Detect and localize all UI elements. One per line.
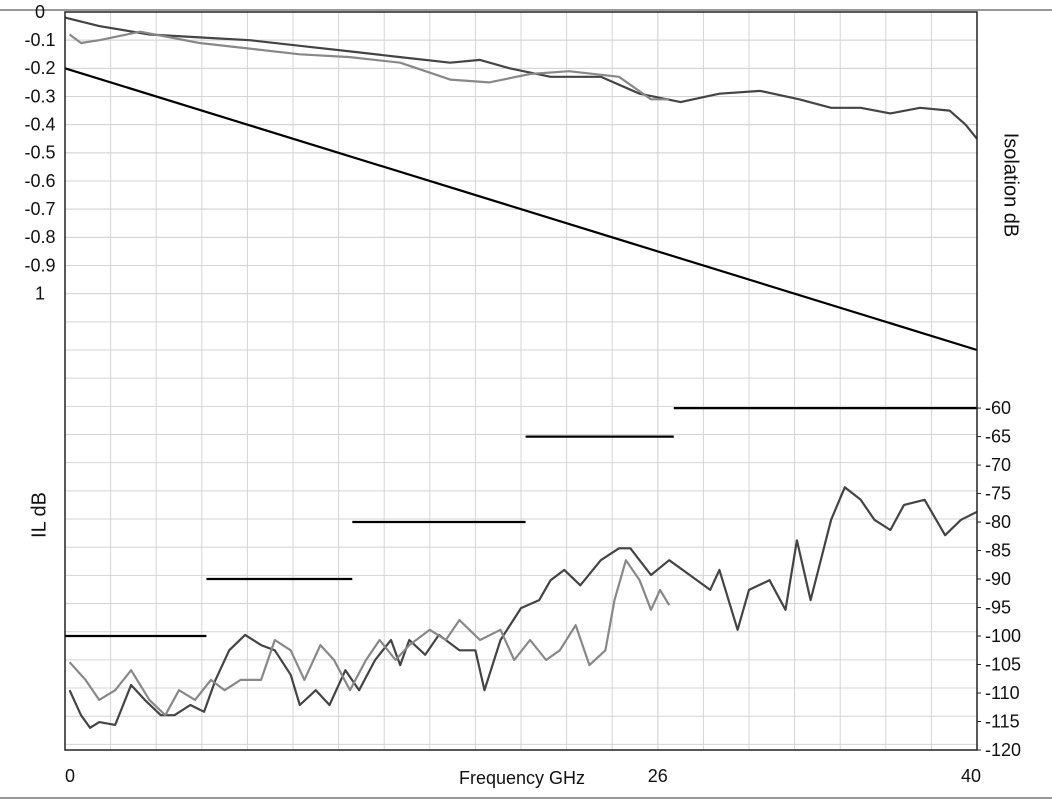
y-tick-label: -0.2 xyxy=(24,58,55,78)
x-tick-label: 26 xyxy=(648,766,668,786)
y2-tick-label: -60 xyxy=(985,398,1011,418)
y-tick-label: -0.1 xyxy=(24,30,55,50)
x-tick-label: 0 xyxy=(65,766,75,786)
y2-tick-label: -90 xyxy=(985,569,1011,589)
x-axis-label: Frequency GHz xyxy=(459,768,585,788)
y2-axis-label: Isolation dB xyxy=(1000,133,1022,238)
y2-tick-label: -120 xyxy=(985,740,1021,760)
series-line xyxy=(64,16,978,140)
series-line xyxy=(64,67,978,352)
y2-tick-label: -100 xyxy=(985,626,1021,646)
series-line xyxy=(68,486,978,729)
y-tick-label: -0.3 xyxy=(24,86,55,106)
y-tick-label: 1 xyxy=(35,283,45,303)
y2-tick-label: -110 xyxy=(985,683,1020,703)
y-tick-label: -0.9 xyxy=(24,255,55,275)
y2-tick-label: -95 xyxy=(985,597,1011,617)
x-tick-label: 40 xyxy=(961,766,981,786)
y2-tick-label: -65 xyxy=(985,426,1011,446)
series-line xyxy=(68,30,670,101)
y2-tick-label: -105 xyxy=(985,654,1021,674)
series-line xyxy=(65,407,977,638)
y-tick-label: -0.5 xyxy=(24,143,55,163)
y2-tick-label: -115 xyxy=(985,711,1020,731)
y2-tick-label: -75 xyxy=(985,483,1011,503)
y2-tick-label: -85 xyxy=(985,540,1011,560)
y-tick-label: -0.7 xyxy=(24,199,55,219)
y-tick-label: -0.6 xyxy=(24,171,55,191)
y2-tick-label: -80 xyxy=(985,512,1011,532)
y-axis-label: IL dB xyxy=(28,492,50,538)
y-tick-label: -0.8 xyxy=(24,227,55,247)
series-line xyxy=(68,559,671,717)
plot xyxy=(64,16,978,729)
y2-tick-label: -70 xyxy=(985,455,1011,475)
y-tick-label: 0 xyxy=(35,2,45,22)
y-tick-label: -0.4 xyxy=(24,114,55,134)
grid xyxy=(64,11,978,750)
plot-frame xyxy=(64,11,978,751)
